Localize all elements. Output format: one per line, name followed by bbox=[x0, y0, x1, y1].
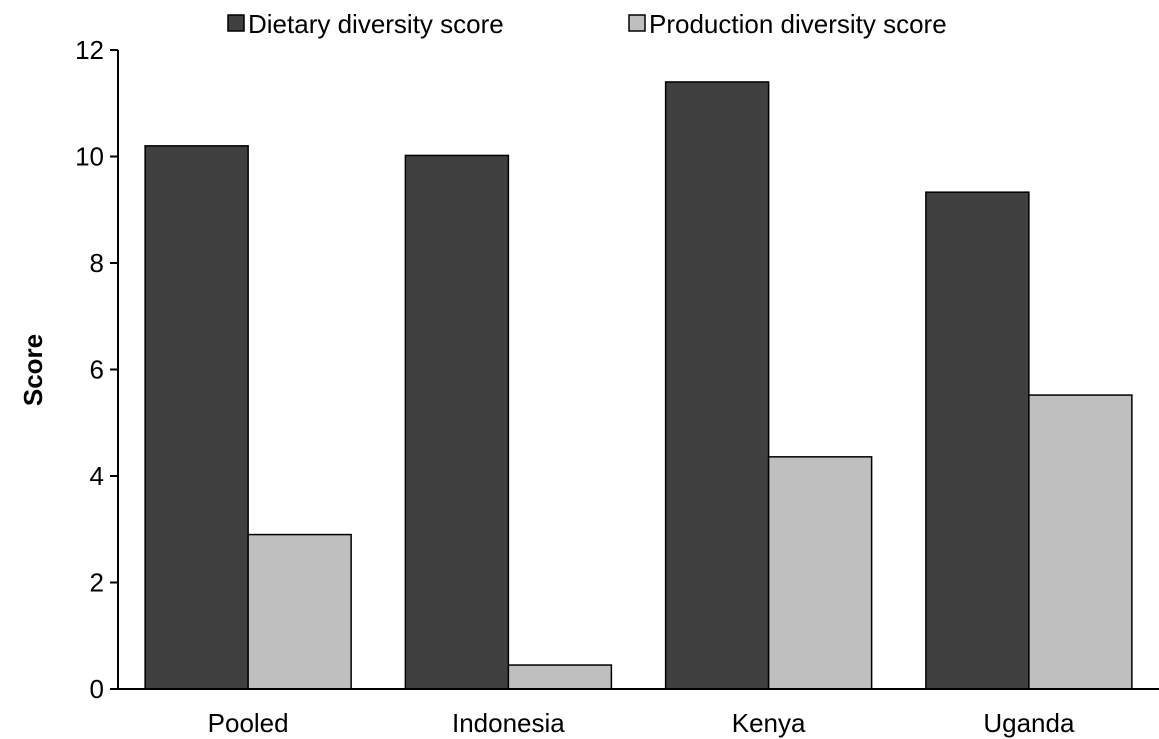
legend-label-production: Production diversity score bbox=[649, 9, 947, 39]
x-tick-label: Pooled bbox=[208, 708, 289, 738]
bars-group bbox=[144, 81, 1133, 690]
y-tick-label: 6 bbox=[90, 355, 104, 385]
y-axis-title: Score bbox=[18, 334, 48, 406]
y-tick-label: 8 bbox=[90, 248, 104, 278]
bar-dietary-uganda bbox=[925, 191, 1030, 690]
legend-swatch-dietary bbox=[227, 14, 245, 32]
y-tick-label: 0 bbox=[90, 674, 104, 704]
bar-production-pooled bbox=[247, 533, 352, 690]
legend: Dietary diversity score Production diver… bbox=[227, 9, 947, 39]
x-tick-label: Uganda bbox=[983, 708, 1075, 738]
y-tick-label: 4 bbox=[90, 461, 104, 491]
y-axis-ticks: 0 2 4 6 8 10 12 bbox=[75, 35, 118, 704]
x-tick-label: Kenya bbox=[732, 708, 806, 738]
bar-dietary-kenya bbox=[664, 81, 770, 690]
bar-dietary-indonesia bbox=[404, 154, 510, 690]
bar-production-uganda bbox=[1028, 394, 1133, 690]
y-tick-label: 2 bbox=[90, 568, 104, 598]
x-tick-label: Indonesia bbox=[452, 708, 565, 738]
bar-production-indonesia bbox=[507, 664, 613, 690]
bar-production-kenya bbox=[767, 456, 873, 690]
bar-dietary-pooled bbox=[144, 145, 249, 690]
x-axis-labels: Pooled Indonesia Kenya Uganda bbox=[208, 708, 1075, 738]
legend-swatch-production bbox=[628, 14, 646, 32]
legend-label-dietary: Dietary diversity score bbox=[248, 9, 504, 39]
y-tick-label: 12 bbox=[75, 35, 104, 65]
y-tick-label: 10 bbox=[75, 142, 104, 172]
